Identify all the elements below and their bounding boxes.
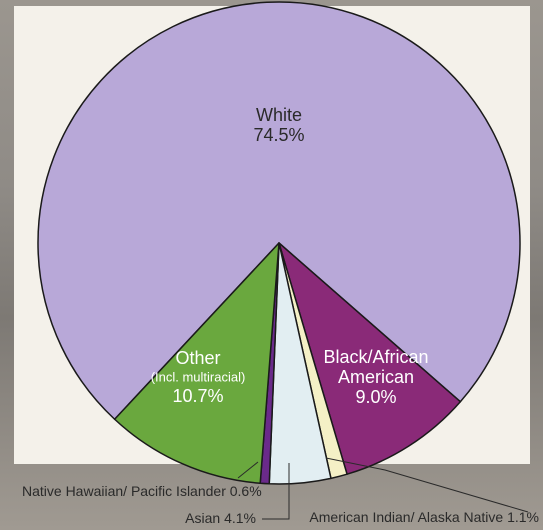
slice-label-5-line-2: 10.7%	[172, 386, 223, 406]
leader-line-3	[262, 463, 290, 520]
pie-slice-5	[113, 242, 280, 485]
leader-line-4	[237, 461, 259, 479]
slice-label-1-line-1: American	[338, 367, 414, 387]
slice-label-5-line-1: (Incl. multiracial)	[151, 369, 246, 384]
slice-label-1-line-2: 9.0%	[355, 387, 396, 407]
slice-label-0-line-1: 74.5%	[253, 125, 304, 145]
pie-slice-1	[278, 242, 462, 475]
slice-label-5-line-0: Other	[175, 348, 220, 368]
slice-label-2: American Indian/ Alaska Native 1.1%	[309, 509, 539, 525]
pie-slice-0	[37, 1, 521, 421]
slice-label-4: Native Hawaiian/ Pacific Islander 0.6%	[22, 483, 262, 499]
slice-label-1-line-0: Black/African	[323, 347, 428, 367]
slice-label-0-line-0: White	[256, 105, 302, 125]
slice-label-3: Asian 4.1%	[185, 510, 256, 526]
leader-line-2	[325, 457, 529, 513]
